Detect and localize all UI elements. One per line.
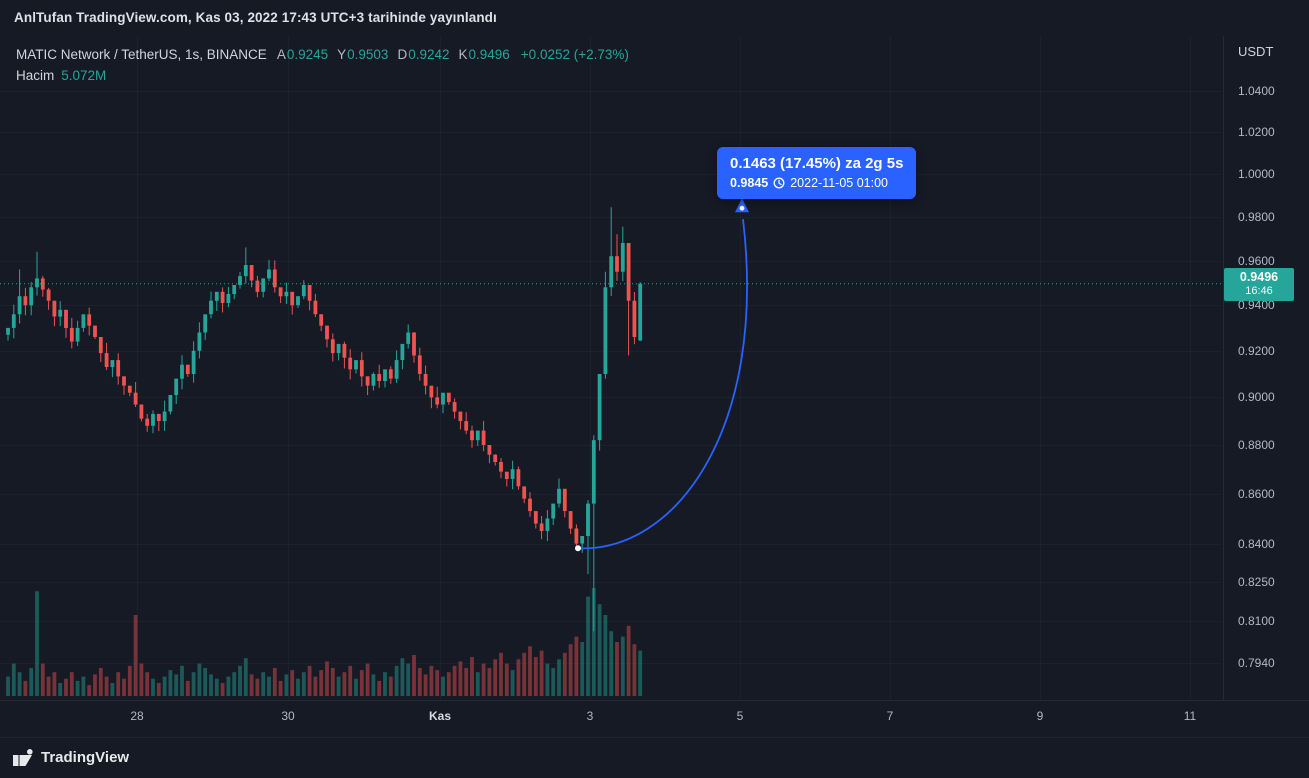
low-value: 0.9242	[408, 47, 450, 62]
publish-header: AnlTufan TradingView.com, Kas 03, 2022 1…	[14, 10, 497, 25]
publish-info-text: AnlTufan TradingView.com, Kas 03, 2022 1…	[14, 10, 497, 25]
price-axis-label: 1.0000	[1238, 167, 1275, 182]
time-axis-label: Kas	[428, 709, 451, 723]
tradingview-brand-text: TradingView	[41, 749, 130, 766]
price-axis-label: 0.9800	[1238, 209, 1275, 224]
open-value: 0.9245	[286, 47, 329, 62]
price-axis-label: 0.9600	[1238, 253, 1275, 268]
time-axis-label: 28	[130, 709, 144, 723]
price-axis-unit: USDT	[1238, 44, 1274, 59]
time-axis-label: 7	[886, 709, 894, 723]
last-price-badge[interactable]: 0.9496 16:46	[1224, 268, 1294, 301]
price-axis[interactable]: 1.0400 1.0200 1.0000 0.9800 0.9600 0.9400 0.92…	[1224, 36, 1309, 700]
clock-icon	[773, 177, 785, 189]
last-price-value: 0.9496	[1239, 270, 1279, 284]
ohlc-open: A0.9245	[277, 47, 328, 62]
price-axis-label: 0.9000	[1238, 390, 1275, 405]
volume-value: 5.072M	[61, 68, 107, 83]
price-axis-label: 0.8800	[1238, 438, 1275, 453]
projection-callout[interactable]: 0.1463 (17.45%) za 2g 5s 0.9845 2022-11-…	[717, 147, 917, 199]
chart-legend: MATIC Network / TetherUS, 1s, BINANCE A0…	[16, 44, 629, 86]
callout-price: 0.9845	[730, 176, 769, 190]
time-axis-label: 5	[736, 709, 744, 723]
time-axis-label: 9	[1036, 709, 1044, 723]
price-axis-label: 0.8100	[1238, 613, 1275, 628]
callout-change-text: 0.1463 (17.45%) za 2g 5s	[730, 155, 904, 172]
time-axis[interactable]: 28 30 Kas 3 5 7 9 11	[0, 700, 1224, 737]
ohlc-low: D0.9242	[397, 47, 449, 62]
time-axis-label: 11	[1183, 709, 1197, 723]
callout-detail-row: 0.9845 2022-11-05 01:00	[730, 175, 903, 191]
price-axis-label: 0.8600	[1238, 486, 1275, 501]
change-value: +0.0252 (+2.73%)	[520, 47, 629, 62]
countdown-value: 16:46	[1245, 285, 1273, 297]
callout-datetime: 2022-11-05 01:00	[790, 176, 889, 190]
ohlc-close: K0.9496	[458, 47, 509, 62]
tradingview-logo-icon	[13, 748, 33, 766]
price-axis-label: 1.0200	[1238, 125, 1275, 140]
volume-label: Hacim	[16, 68, 55, 83]
price-axis-label: 0.9400	[1238, 298, 1275, 313]
legend-volume-row: Hacim 5.072M	[16, 65, 629, 86]
time-axis-label: 30	[281, 709, 295, 723]
close-label: K	[458, 47, 468, 62]
legend-symbol-row: MATIC Network / TetherUS, 1s, BINANCE A0…	[16, 44, 629, 65]
price-axis-label: 0.9200	[1238, 343, 1275, 358]
price-axis-label: 1.0400	[1238, 84, 1275, 98]
time-axis-label: 3	[586, 709, 594, 723]
footer: TradingView	[0, 737, 1309, 778]
ohlc-high: Y0.9503	[337, 47, 388, 62]
open-label: A	[276, 47, 286, 62]
price-axis-label: 0.7940	[1238, 655, 1275, 670]
close-value: 0.9496	[468, 47, 510, 62]
price-axis-label: 0.8400	[1238, 536, 1275, 551]
high-label: Y	[337, 47, 347, 62]
symbol-title[interactable]: MATIC Network / TetherUS, 1s, BINANCE	[16, 47, 267, 62]
price-axis-label: 0.8250	[1238, 574, 1275, 589]
high-value: 0.9503	[347, 47, 389, 62]
tradingview-logo-link[interactable]: TradingView	[13, 748, 130, 767]
low-label: D	[397, 47, 408, 62]
